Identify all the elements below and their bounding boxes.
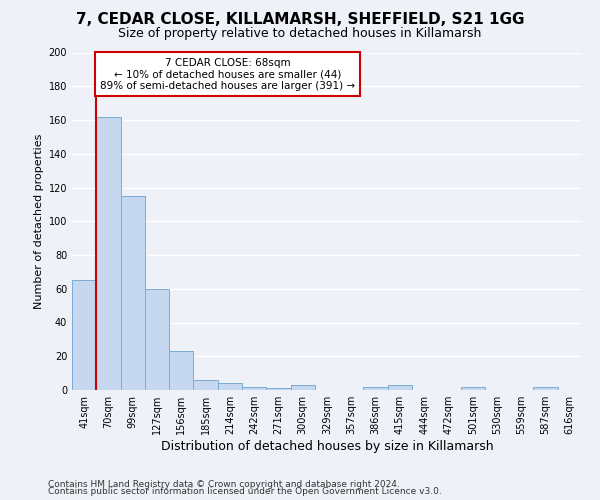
Text: 7 CEDAR CLOSE: 68sqm
← 10% of detached houses are smaller (44)
89% of semi-detac: 7 CEDAR CLOSE: 68sqm ← 10% of detached h… xyxy=(100,58,355,91)
Text: Contains public sector information licensed under the Open Government Licence v3: Contains public sector information licen… xyxy=(48,487,442,496)
Text: 7, CEDAR CLOSE, KILLAMARSH, SHEFFIELD, S21 1GG: 7, CEDAR CLOSE, KILLAMARSH, SHEFFIELD, S… xyxy=(76,12,524,28)
Text: Contains HM Land Registry data © Crown copyright and database right 2024.: Contains HM Land Registry data © Crown c… xyxy=(48,480,400,489)
Bar xyxy=(364,386,388,390)
Bar xyxy=(72,280,96,390)
Bar xyxy=(218,383,242,390)
Bar xyxy=(533,386,558,390)
Bar xyxy=(290,385,315,390)
Bar xyxy=(242,386,266,390)
X-axis label: Distribution of detached houses by size in Killamarsh: Distribution of detached houses by size … xyxy=(161,440,493,453)
Text: Size of property relative to detached houses in Killamarsh: Size of property relative to detached ho… xyxy=(118,28,482,40)
Bar xyxy=(266,388,290,390)
Bar xyxy=(388,385,412,390)
Bar xyxy=(145,289,169,390)
Bar xyxy=(169,351,193,390)
Bar xyxy=(96,116,121,390)
Bar xyxy=(193,380,218,390)
Bar xyxy=(461,386,485,390)
Bar xyxy=(121,196,145,390)
Y-axis label: Number of detached properties: Number of detached properties xyxy=(34,134,44,309)
